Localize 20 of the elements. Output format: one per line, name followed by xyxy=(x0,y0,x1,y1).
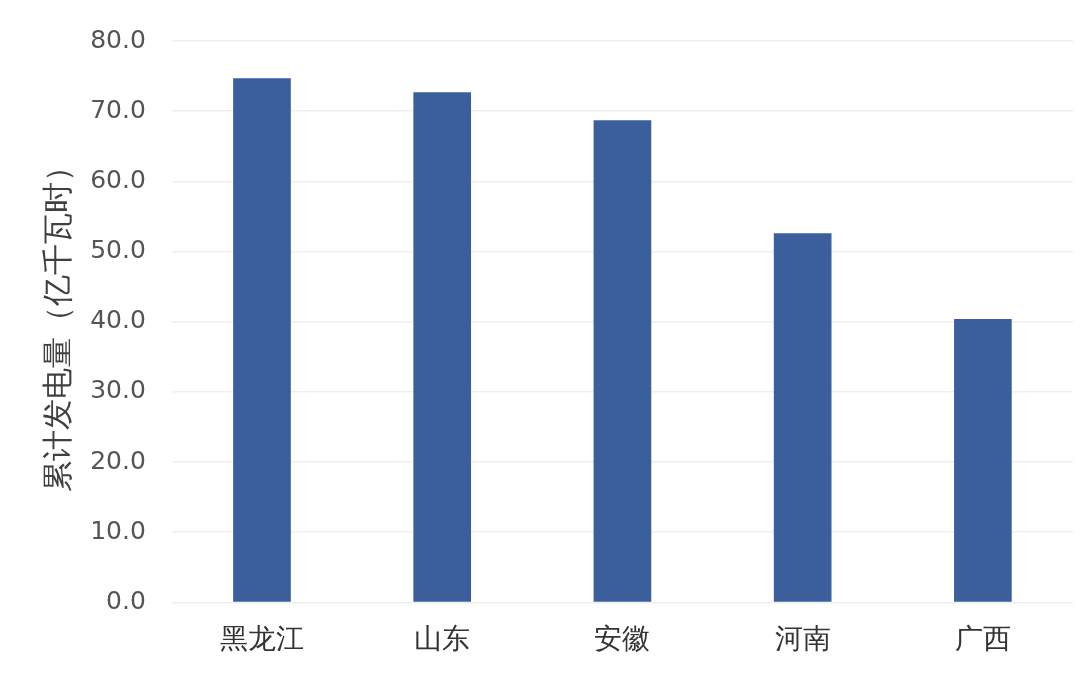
x-tick-label: 安徽 xyxy=(594,622,651,656)
y-tick-label: 80.0 xyxy=(90,24,146,54)
y-tick-label: 40.0 xyxy=(90,305,146,335)
bar xyxy=(773,233,832,602)
x-tick-label: 山东 xyxy=(414,622,471,656)
y-tick-label: 60.0 xyxy=(90,164,146,194)
y-tick-label: 50.0 xyxy=(90,235,146,265)
x-tick-label: 广西 xyxy=(954,622,1011,656)
x-tick-label: 黑龙江 xyxy=(219,622,304,656)
y-axis-title: 累计发电量（亿千瓦时） xyxy=(38,151,75,493)
y-tick-label: 10.0 xyxy=(90,515,146,545)
y-tick-label: 20.0 xyxy=(90,445,146,475)
y-tick-label: 0.0 xyxy=(106,585,146,615)
bar xyxy=(593,120,652,602)
x-tick-label: 河南 xyxy=(774,622,831,656)
bar xyxy=(954,318,1012,602)
bar xyxy=(233,78,291,602)
y-tick-label: 30.0 xyxy=(90,375,146,405)
y-tick-label: 70.0 xyxy=(90,94,146,124)
bar xyxy=(413,92,472,602)
